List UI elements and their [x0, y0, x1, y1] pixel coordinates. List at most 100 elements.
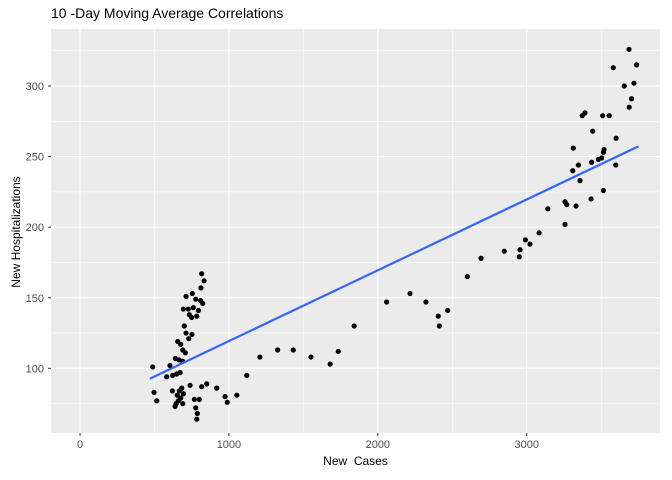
- data-point: [183, 330, 189, 336]
- data-point: [577, 178, 583, 184]
- data-point: [335, 348, 341, 355]
- data-point: [224, 399, 230, 405]
- data-point: [527, 241, 533, 247]
- data-point: [179, 385, 185, 391]
- chart-title: 10 -Day Moving Average Correlations: [51, 5, 284, 21]
- data-point: [435, 313, 441, 319]
- data-point: [407, 290, 413, 297]
- data-point: [464, 273, 470, 280]
- data-point: [423, 299, 429, 305]
- data-point: [257, 354, 263, 360]
- data-point: [199, 271, 205, 277]
- data-point: [151, 389, 157, 395]
- data-point: [181, 323, 187, 329]
- data-point: [174, 392, 180, 398]
- data-point: [626, 46, 632, 52]
- data-point: [634, 62, 640, 68]
- data-point: [214, 385, 220, 391]
- data-point: [517, 247, 523, 253]
- data-point: [199, 384, 205, 390]
- data-point: [190, 305, 196, 311]
- data-point: [183, 293, 189, 299]
- data-point: [600, 113, 606, 119]
- data-point: [522, 237, 528, 243]
- y-tick-label: 200: [26, 222, 44, 234]
- data-point: [573, 203, 579, 209]
- data-point: [204, 381, 210, 387]
- data-point: [187, 382, 193, 388]
- data-point: [222, 393, 228, 400]
- plot-panel: [51, 29, 660, 433]
- data-point: [169, 388, 175, 394]
- data-point: [562, 221, 568, 227]
- y-tick-label: 100: [26, 363, 44, 375]
- data-point: [234, 392, 240, 398]
- data-point: [180, 391, 186, 397]
- data-point: [628, 96, 635, 102]
- y-tick-label: 250: [26, 152, 44, 164]
- x-tick-label: 3000: [514, 439, 538, 451]
- data-point: [570, 168, 576, 174]
- data-point: [150, 364, 156, 370]
- y-axis-title: New Hospitalizations: [9, 176, 23, 288]
- data-point: [182, 350, 188, 356]
- data-point: [478, 255, 484, 261]
- data-point: [626, 104, 632, 110]
- data-point: [613, 162, 619, 168]
- data-point: [193, 405, 199, 411]
- data-point: [164, 374, 170, 380]
- data-point: [177, 369, 183, 376]
- data-point: [327, 361, 333, 367]
- data-point: [436, 323, 442, 329]
- data-point: [186, 336, 192, 342]
- data-point: [445, 307, 451, 314]
- data-point: [196, 396, 202, 403]
- data-point: [564, 202, 570, 208]
- data-point: [189, 331, 195, 338]
- data-point: [200, 300, 206, 307]
- data-point: [589, 159, 595, 165]
- data-point: [610, 65, 616, 71]
- data-point: [180, 306, 186, 312]
- data-point: [191, 396, 197, 403]
- trend-line: [149, 145, 639, 380]
- data-point: [545, 206, 551, 212]
- data-point: [588, 196, 594, 202]
- x-axis-title: New Cases: [323, 454, 388, 468]
- data-point: [244, 372, 250, 379]
- data-point: [167, 362, 173, 369]
- data-point: [193, 296, 199, 302]
- data-point: [178, 341, 184, 347]
- data-point: [195, 307, 202, 314]
- data-point: [582, 110, 588, 116]
- data-point: [613, 135, 619, 141]
- data-point: [621, 83, 627, 89]
- data-point: [180, 401, 186, 407]
- data-point: [198, 285, 204, 291]
- data-point: [154, 398, 160, 404]
- data-point: [185, 306, 191, 312]
- data-point: [201, 278, 207, 284]
- data-point: [351, 323, 357, 329]
- data-point: [570, 145, 576, 151]
- x-tick-label: 2000: [366, 439, 390, 451]
- data-point: [194, 410, 200, 417]
- data-point: [606, 113, 612, 119]
- data-point: [194, 313, 200, 319]
- data-point: [501, 248, 507, 254]
- data-point: [384, 299, 390, 305]
- data-point: [631, 80, 637, 86]
- data-point: [189, 314, 195, 321]
- x-tick-label: 0: [77, 439, 83, 451]
- data-point: [590, 128, 596, 134]
- data-point: [601, 146, 607, 153]
- data-point: [290, 347, 296, 353]
- data-point: [275, 347, 281, 353]
- data-point: [189, 290, 195, 297]
- data-point: [536, 230, 542, 236]
- data-point: [575, 162, 582, 168]
- data-point: [516, 254, 522, 260]
- data-point: [194, 416, 200, 422]
- data-point: [178, 395, 184, 401]
